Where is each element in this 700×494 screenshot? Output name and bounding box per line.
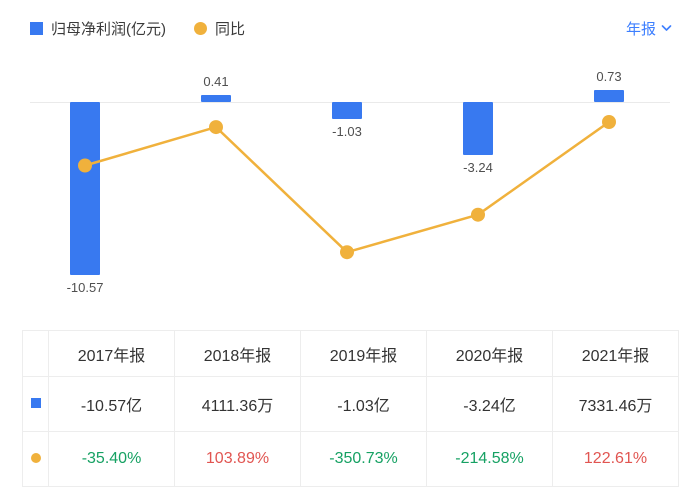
yoy-point-2021年报[interactable]: [602, 115, 616, 129]
bar-2017年报[interactable]: [70, 102, 100, 276]
bar-2021年报[interactable]: [594, 90, 624, 102]
table-header-2019: 2019年报: [300, 330, 427, 377]
table-header-2018: 2018年报: [174, 330, 301, 377]
yoy-line-layer: [78, 115, 616, 260]
net-profit-2017: -10.57亿: [48, 376, 175, 432]
report-data-table: 2017年报 2018年报 2019年报 2020年报 2021年报 -10.5…: [22, 330, 679, 487]
bar-2019年报[interactable]: [332, 102, 362, 119]
legend-item-yoy: 同比: [194, 18, 245, 39]
period-selector-label: 年报: [625, 21, 656, 38]
chevron-down-icon: [661, 25, 672, 31]
net-profit-2020: -3.24亿: [426, 376, 553, 432]
bar-value-label-2019年报: -1.03: [332, 123, 362, 139]
table-header-2017: 2017年报: [48, 330, 175, 377]
row-icon-cell: [22, 431, 49, 487]
period-selector[interactable]: 年报: [626, 18, 672, 39]
profit-yoy-chart: -10.57 0.41 -1.03 -3.24 0.73: [0, 68, 700, 320]
table-header-2021: 2021年报: [552, 330, 679, 377]
yoy-2018: 103.89%: [174, 431, 301, 487]
bar-value-label-2018年报: 0.41: [203, 74, 229, 90]
row-icon-cell: [22, 376, 49, 432]
table-corner-cell: [22, 330, 49, 377]
yoy-2020: -214.58%: [426, 431, 553, 487]
bar-2018年报[interactable]: [201, 95, 231, 102]
net-profit-2021: 7331.46万: [552, 376, 679, 432]
net-profit-2018: 4111.36万: [174, 376, 301, 432]
legend-label-yoy: 同比: [215, 21, 246, 38]
bar-value-label-2020年报: -3.24: [463, 160, 493, 176]
bar-value-label-2021年报: 0.73: [596, 69, 622, 85]
bar-value-label-2017年报: -10.57: [66, 280, 104, 296]
line-series-icon: [194, 22, 207, 35]
yoy-point-2017年报[interactable]: [78, 158, 92, 173]
yoy-2021: 122.61%: [552, 431, 679, 487]
chart-header: 归母净利润(亿元) 同比 年报: [30, 18, 672, 39]
yoy-2019: -350.73%: [300, 431, 427, 487]
yoy-point-2020年报[interactable]: [471, 207, 485, 222]
table-row-yoy: -35.40% 103.89% -350.73% -214.58% 122.61…: [22, 431, 679, 487]
table-row-net-profit: -10.57亿 4111.36万 -1.03亿 -3.24亿 7331.46万: [22, 376, 679, 432]
yoy-line: [84, 120, 610, 254]
yoy-point-2019年报[interactable]: [340, 245, 354, 260]
net-profit-2019: -1.03亿: [300, 376, 427, 432]
chart-legend: 归母净利润(亿元) 同比: [30, 18, 245, 39]
line-series-icon: [30, 453, 41, 463]
yoy-point-2018年报[interactable]: [209, 120, 223, 135]
legend-item-net-profit: 归母净利润(亿元): [30, 18, 166, 39]
bar-series-icon: [30, 398, 41, 408]
bar-series-icon: [30, 22, 43, 35]
table-header-row: 2017年报 2018年报 2019年报 2020年报 2021年报: [22, 330, 679, 377]
bar-2020年报[interactable]: [463, 102, 493, 156]
table-header-2020: 2020年报: [426, 330, 553, 377]
legend-label-net-profit: 归母净利润(亿元): [51, 21, 166, 38]
yoy-2017: -35.40%: [48, 431, 175, 487]
